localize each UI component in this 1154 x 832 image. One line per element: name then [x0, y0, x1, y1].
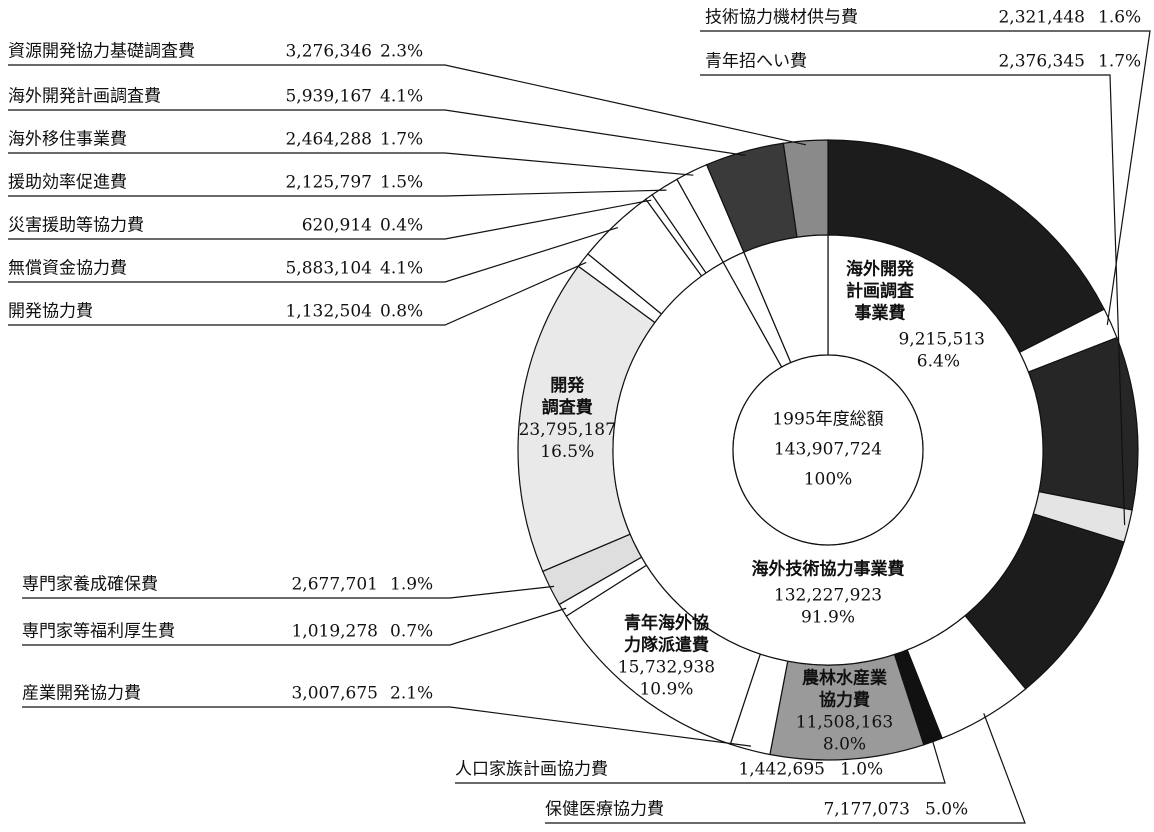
legend-amount: 3,007,675: [291, 684, 378, 704]
legend-amount: 5,883,104: [285, 259, 372, 279]
legend-name: 専門家養成確保費: [22, 575, 158, 595]
segment-label: 農林水産業: [802, 667, 887, 688]
center-label: 143,907,724: [774, 440, 882, 460]
inner-label: 海外技術協力事業費: [752, 559, 905, 580]
leader-line: [700, 74, 1126, 526]
legend-name: 開発協力費: [8, 302, 93, 322]
leader-line: [545, 713, 1026, 824]
segment-label: 10.9%: [639, 679, 693, 699]
legend-percent: 2.3%: [380, 42, 423, 62]
legend-amount: 5,939,167: [285, 87, 372, 107]
legend-percent: 0.4%: [380, 216, 423, 236]
legend-percent: 0.7%: [390, 622, 433, 642]
segment-label: 23,795,187: [519, 420, 616, 440]
legend-percent: 1.7%: [1098, 52, 1141, 72]
legend-name: 資源開発協力基礎調査費: [8, 42, 195, 62]
legend-name: 保健医療協力費: [545, 800, 664, 820]
legend-name: 無償資金協力費: [8, 259, 127, 279]
leader-line: [22, 706, 752, 747]
leader-line: [8, 64, 807, 146]
legend-name: 人口家族計画協力費: [455, 760, 608, 780]
leader-line: [8, 199, 652, 240]
segment-label: 力隊派遣費: [624, 634, 709, 655]
leader-line: [8, 189, 667, 197]
legend-amount: 7,177,073: [823, 800, 910, 820]
legend-name: 青年招へい費: [705, 52, 807, 72]
legend-amount: 2,125,797: [285, 173, 372, 193]
legend-amount: 1,019,278: [291, 622, 378, 642]
legend-percent: 5.0%: [925, 800, 968, 820]
legend-percent: 4.1%: [380, 87, 423, 107]
legend-name: 技術協力機材供与費: [705, 8, 858, 28]
legend-percent: 1.5%: [380, 173, 423, 193]
legend-amount: 3,276,346: [285, 42, 372, 62]
leader-line: [8, 109, 746, 156]
legend-name: 援助効率促進費: [8, 173, 127, 193]
leader-line: [700, 30, 1151, 326]
segment-label: 調査費: [542, 397, 593, 418]
legend-percent: 4.1%: [380, 259, 423, 279]
legend-amount: 1,442,695: [738, 760, 825, 780]
legend-percent: 1.6%: [1098, 8, 1141, 28]
leader-line: [8, 152, 694, 176]
legend-name: 災害援助等協力費: [8, 216, 144, 236]
legend-name: 専門家等福利厚生費: [22, 622, 175, 642]
legend-amount: 620,914: [302, 216, 372, 236]
leader-line: [455, 737, 946, 784]
inner-label: 事業費: [855, 303, 906, 324]
legend-percent: 1.7%: [380, 130, 423, 150]
inner-percent: 6.4%: [917, 352, 960, 372]
legend-name: 産業開発協力費: [22, 684, 141, 704]
legend-amount: 2,677,701: [291, 575, 378, 595]
segment-label: 11,508,163: [796, 712, 893, 732]
inner-amount: 132,227,923: [774, 586, 882, 606]
inner-label: 計画調査: [846, 281, 915, 302]
legend-percent: 1.9%: [390, 575, 433, 595]
center-label: 100%: [804, 470, 853, 490]
inner-label: 海外開発: [846, 259, 915, 280]
legend-percent: 2.1%: [390, 684, 433, 704]
segment-label: 開発: [550, 375, 585, 396]
segment-label: 青年海外協: [624, 612, 709, 633]
legend-amount: 2,376,345: [998, 52, 1085, 72]
legend-percent: 0.8%: [380, 302, 423, 322]
center-circle: [732, 354, 924, 546]
leader-line: [8, 227, 619, 283]
segment-label: 15,732,938: [618, 657, 715, 677]
legend-amount: 2,321,448: [998, 8, 1085, 28]
leader-line: [22, 607, 567, 646]
segment-label: 16.5%: [540, 442, 594, 462]
leader-line: [8, 261, 587, 326]
inner-percent: 91.9%: [801, 608, 855, 628]
center-label: 1995年度総額: [772, 410, 883, 430]
legend-percent: 1.0%: [840, 760, 883, 780]
legend-amount: 1,132,504: [285, 302, 372, 322]
legend-name: 海外移住事業費: [8, 130, 127, 150]
inner-amount: 9,215,513: [898, 330, 985, 350]
legend-amount: 2,464,288: [285, 130, 372, 150]
segment-label: 8.0%: [823, 734, 866, 754]
segment-label: 協力費: [819, 689, 870, 710]
legend-name: 海外開発計画調査費: [8, 87, 161, 107]
leader-line: [22, 585, 555, 599]
